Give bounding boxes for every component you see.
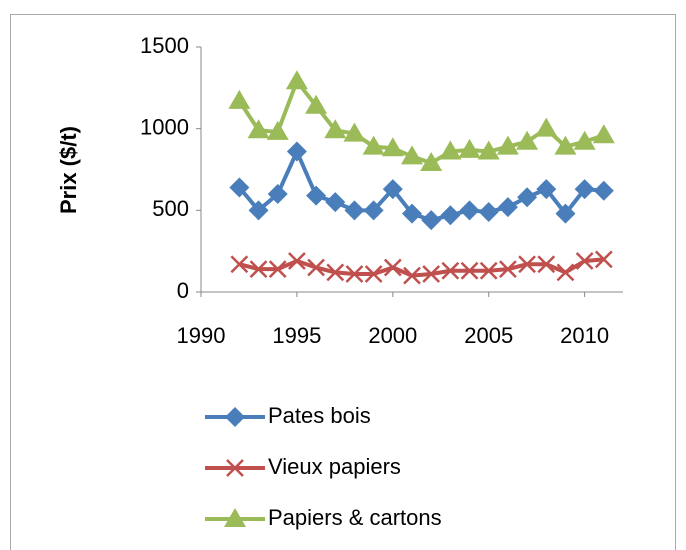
marker: [458, 138, 481, 158]
marker: [479, 261, 498, 280]
marker: [345, 265, 364, 283]
marker: [325, 192, 346, 213]
marker: [307, 258, 325, 277]
marker: [267, 184, 288, 204]
series-line: [238, 257, 604, 278]
marker: [536, 179, 557, 200]
marker: [556, 263, 575, 282]
marker: [460, 261, 479, 280]
marker: [517, 187, 538, 208]
marker: [285, 70, 308, 90]
marker: [459, 200, 480, 221]
marker: [229, 177, 250, 198]
marker: [268, 260, 287, 279]
legend-label: Papiers & cartons: [268, 505, 442, 530]
marker: [363, 200, 384, 221]
marker: [383, 258, 402, 277]
marker: [439, 140, 462, 160]
x-tick-label: 2000: [368, 323, 417, 348]
x-tick-label: 2010: [560, 323, 609, 348]
marker: [440, 205, 461, 226]
marker: [403, 266, 421, 285]
marker: [499, 260, 517, 279]
marker: [247, 119, 270, 139]
y-tick-label: 500: [152, 196, 189, 221]
marker: [326, 263, 345, 282]
marker: [592, 124, 615, 144]
marker: [228, 89, 251, 109]
x-tick-label: 1995: [272, 323, 321, 348]
marker: [441, 261, 460, 280]
legend-label: Pates bois: [268, 403, 371, 428]
marker: [478, 201, 499, 222]
marker: [362, 135, 385, 155]
marker: [288, 252, 306, 270]
marker: [248, 200, 269, 221]
marker: [381, 137, 404, 157]
marker: [364, 265, 383, 283]
marker: [230, 255, 249, 274]
marker: [594, 250, 613, 269]
legend-marker: [224, 508, 246, 527]
marker: [497, 197, 518, 218]
marker: [402, 203, 422, 224]
y-tick-label: 1000: [140, 114, 189, 139]
marker: [306, 185, 327, 206]
marker: [266, 120, 289, 140]
marker: [477, 140, 500, 160]
marker: [518, 255, 536, 274]
x-tick-label: 2005: [464, 323, 513, 348]
marker: [249, 260, 268, 279]
marker: [422, 265, 441, 283]
marker: [593, 180, 614, 201]
marker: [575, 252, 594, 270]
marker: [286, 141, 307, 162]
marker: [554, 135, 577, 155]
marker: [421, 210, 442, 231]
marker: [574, 179, 595, 200]
marker: [496, 135, 519, 155]
x-tick-label: 1990: [177, 323, 226, 348]
legend-label: Vieux papiers: [268, 454, 401, 479]
y-tick-label: 0: [177, 278, 189, 303]
y-axis-label: Prix ($/t): [56, 126, 81, 214]
y-tick-label: 1500: [140, 33, 189, 58]
marker: [573, 130, 596, 150]
chart-frame: [10, 14, 676, 550]
marker: [324, 119, 347, 139]
legend-marker: [226, 459, 244, 477]
legend-marker: [225, 407, 245, 427]
marker: [555, 203, 576, 224]
marker: [401, 145, 423, 165]
marker: [420, 151, 443, 171]
marker: [344, 200, 365, 221]
marker: [516, 130, 539, 150]
marker: [535, 117, 558, 137]
marker: [305, 94, 328, 114]
marker: [343, 122, 366, 142]
marker: [382, 179, 403, 200]
marker: [537, 255, 556, 274]
